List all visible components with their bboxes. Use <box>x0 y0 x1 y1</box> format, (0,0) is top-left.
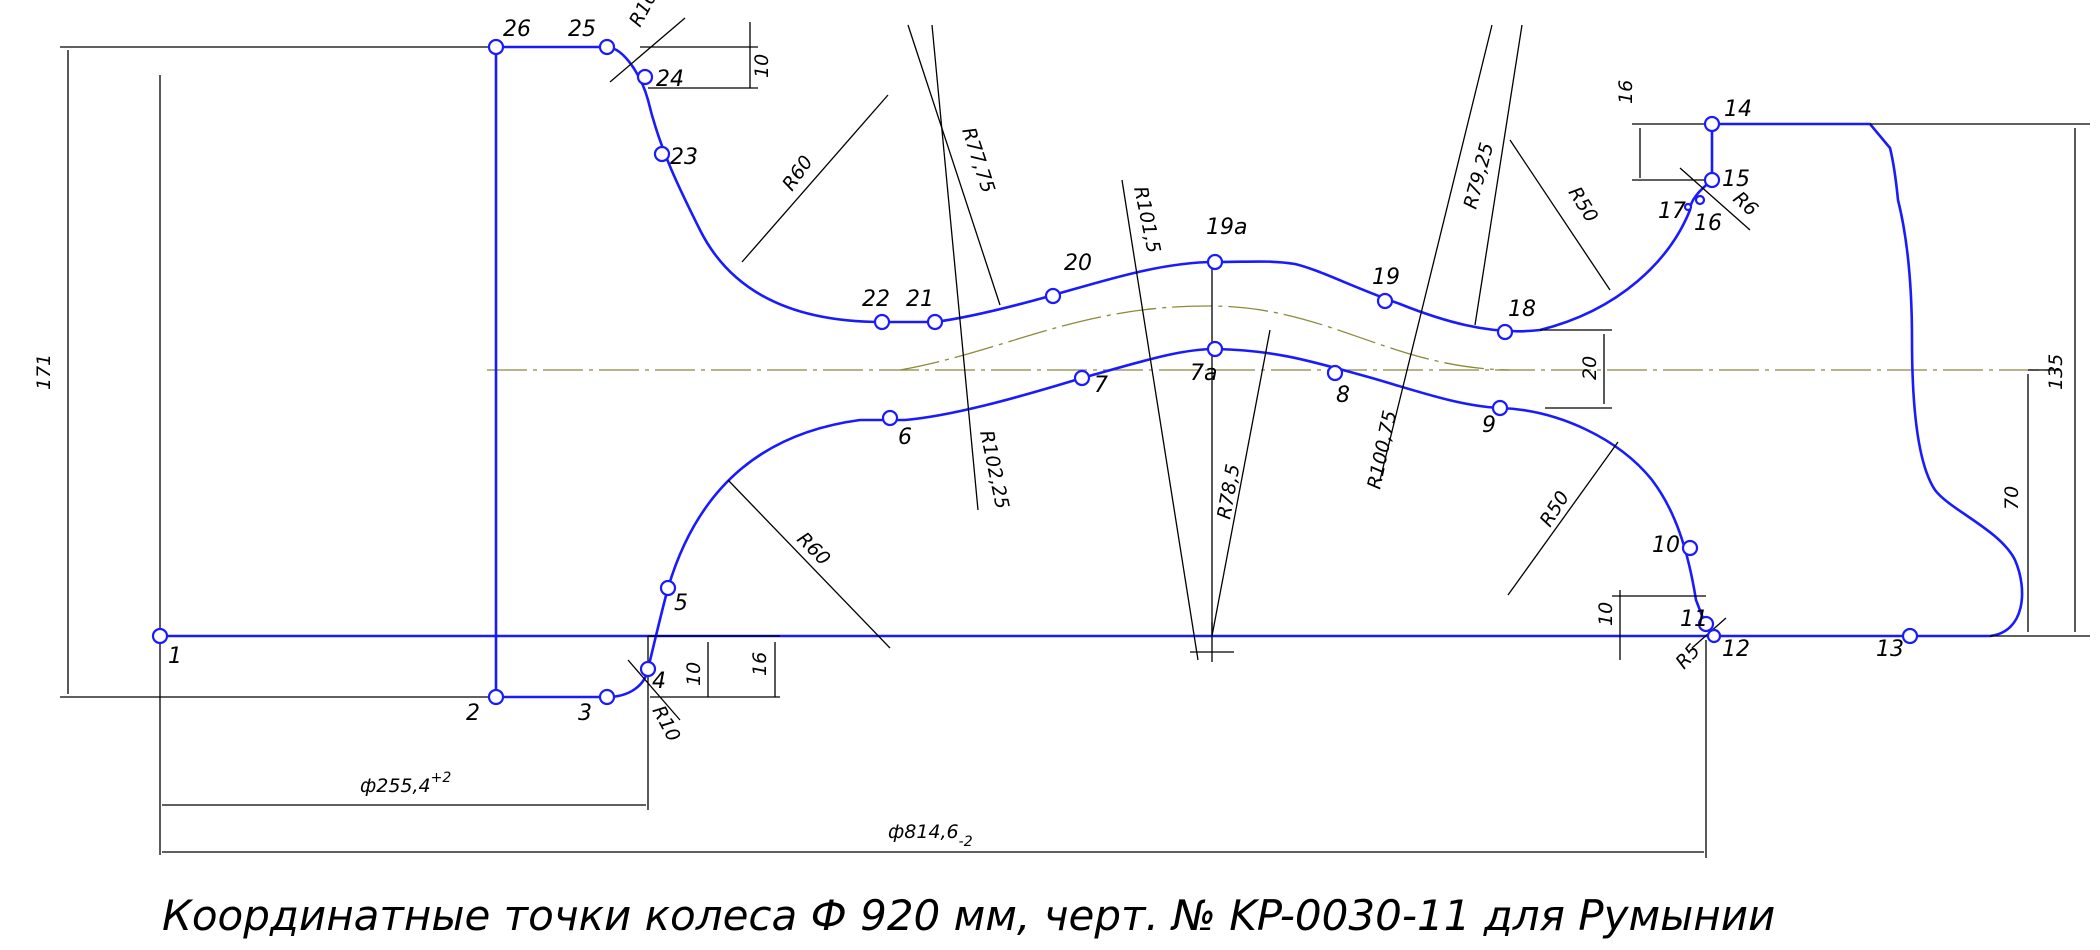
point-4-marker <box>639 660 657 678</box>
dim-r79-25: R79,25 <box>1460 140 1499 211</box>
dim-10-top: 10 <box>751 54 773 78</box>
point-7-marker <box>1073 369 1091 387</box>
point-18-marker <box>1496 323 1514 341</box>
point-labels: 1 2 3 4 5 6 7 7a 8 9 10 11 12 13 14 15 1… <box>168 17 1904 726</box>
point-22-marker <box>873 313 891 331</box>
point-6-marker <box>881 409 899 427</box>
point-label-26: 26 <box>503 17 531 42</box>
dim-135: 135 <box>2045 354 2067 390</box>
point-label-3: 3 <box>578 701 592 726</box>
point-26-marker <box>487 38 505 56</box>
point-label-2: 2 <box>466 701 480 726</box>
dim-10-right: 10 <box>1595 602 1617 626</box>
dim-r100-75: R100,75 <box>1363 409 1401 492</box>
point-7a-marker <box>1206 340 1224 358</box>
point-8-marker <box>1326 364 1344 382</box>
point-label-19: 19 <box>1372 265 1400 290</box>
point-2-marker <box>487 688 505 706</box>
point-label-14: 14 <box>1724 97 1752 122</box>
point-14-marker <box>1703 115 1721 133</box>
point-label-24: 24 <box>656 67 684 92</box>
dim-16-right: 16 <box>1615 80 1637 104</box>
point-label-10: 10 <box>1652 533 1680 558</box>
point-label-19a: 19a <box>1206 215 1247 240</box>
coordinate-points <box>151 38 1919 706</box>
dim-r60-top: R60 <box>778 152 817 195</box>
point-label-25: 25 <box>568 17 596 42</box>
point-1-marker <box>151 627 169 645</box>
point-9-marker <box>1491 399 1509 417</box>
point-19-marker <box>1376 292 1394 310</box>
point-label-12: 12 <box>1722 637 1750 662</box>
point-15-marker <box>1703 171 1721 189</box>
dimension-labels: 171 135 70 20 10 10 16 16 10 ф255,4+2 ф8… <box>33 0 2067 850</box>
dim-r10-bottom: R10 <box>648 702 685 745</box>
dim-r102-25: R102,25 <box>975 428 1013 511</box>
point-5-marker <box>659 579 677 597</box>
point-24-marker <box>636 68 654 86</box>
dimension-lines <box>60 17 2090 858</box>
drawing-caption: Координатные точки колеса Ф 920 мм, черт… <box>162 891 1775 940</box>
point-19a-marker <box>1206 253 1224 271</box>
point-label-6: 6 <box>898 425 912 450</box>
point-label-8: 8 <box>1336 383 1350 408</box>
dim-171: 171 <box>33 354 55 390</box>
point-label-20: 20 <box>1064 251 1092 276</box>
dim-20: 20 <box>1579 356 1601 380</box>
dim-r77-75: R77,75 <box>957 125 999 196</box>
point-label-21: 21 <box>906 287 934 312</box>
wheel-profile-outline <box>158 45 2024 699</box>
point-label-1: 1 <box>168 644 182 669</box>
point-label-22: 22 <box>862 287 890 312</box>
point-16-marker <box>1694 194 1706 206</box>
point-3-marker <box>598 688 616 706</box>
point-label-17: 17 <box>1658 199 1686 224</box>
point-17-marker <box>1683 202 1693 212</box>
dim-r5: R5 <box>1671 640 1704 674</box>
point-label-15: 15 <box>1722 167 1750 192</box>
point-11-marker <box>1697 615 1715 633</box>
point-label-7a: 7a <box>1190 361 1217 386</box>
dim-bore-diameter: ф255,4+2 <box>360 770 451 797</box>
point-label-16: 16 <box>1694 211 1722 236</box>
point-23-marker <box>653 145 671 163</box>
dim-r50-top: R50 <box>1564 183 1602 226</box>
point-label-7: 7 <box>1094 373 1108 398</box>
dim-r60-bottom: R60 <box>792 528 834 570</box>
point-21-marker <box>926 313 944 331</box>
dim-r50-bottom: R50 <box>1536 487 1574 530</box>
dim-10-bottom: 10 <box>683 662 705 686</box>
dim-rim-diameter: ф814,6-2 <box>888 821 973 850</box>
dim-16-left: 16 <box>749 652 771 676</box>
point-label-9: 9 <box>1482 413 1496 438</box>
dim-r101-5: R101,5 <box>1129 184 1165 255</box>
dim-r78-5: R78,5 <box>1213 462 1244 520</box>
point-13-marker <box>1901 627 1919 645</box>
point-label-13: 13 <box>1876 637 1904 662</box>
point-label-18: 18 <box>1508 297 1536 322</box>
point-25-marker <box>598 38 616 56</box>
point-12-marker <box>1706 628 1722 644</box>
point-label-5: 5 <box>674 591 688 616</box>
point-label-4: 4 <box>652 669 666 694</box>
point-10-marker <box>1681 539 1699 557</box>
dim-r10-top: R10 <box>625 0 662 30</box>
point-20-marker <box>1044 287 1062 305</box>
point-label-23: 23 <box>670 145 698 170</box>
point-label-11: 11 <box>1680 607 1708 632</box>
dim-70: 70 <box>2001 486 2023 510</box>
